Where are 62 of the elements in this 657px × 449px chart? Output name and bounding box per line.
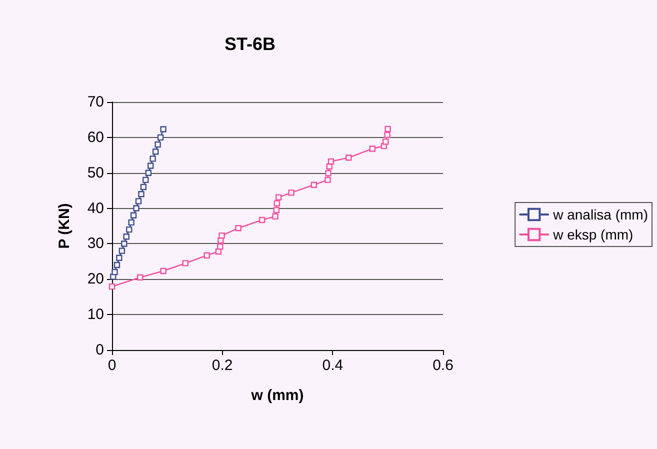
y-tick-label: 30 <box>87 235 104 252</box>
y-axis-title: P (KN) <box>56 203 73 249</box>
point <box>274 200 280 206</box>
point <box>112 268 118 276</box>
y-tick-label: 60 <box>87 128 104 146</box>
point <box>382 138 389 145</box>
point <box>135 198 142 204</box>
point <box>235 225 242 232</box>
point <box>217 243 224 250</box>
point <box>369 146 376 152</box>
point <box>204 252 210 259</box>
point <box>133 205 140 212</box>
legend-label: w analisa (mm) <box>552 206 648 222</box>
point <box>160 126 166 132</box>
point <box>114 262 120 268</box>
chart-title: ST-6B <box>224 34 276 54</box>
point <box>160 268 166 274</box>
y-tick-label: 20 <box>87 270 104 288</box>
point <box>126 226 132 233</box>
point <box>325 170 332 176</box>
point <box>288 190 294 196</box>
point <box>140 184 147 190</box>
legend-label: w eksp (mm) <box>552 226 634 242</box>
point <box>272 213 278 220</box>
point <box>384 132 390 138</box>
x-axis-title: w (mm) <box>250 387 304 404</box>
x-tick-label: 0.2 <box>212 357 233 374</box>
y-tick-label: 40 <box>87 200 104 217</box>
point <box>152 148 159 155</box>
point <box>310 182 318 188</box>
point <box>128 219 134 226</box>
point <box>142 176 149 184</box>
point <box>258 216 266 224</box>
point <box>157 134 164 141</box>
point <box>273 206 280 214</box>
x-tick-label: 0.6 <box>432 357 454 374</box>
y-tick-label: 0 <box>96 342 104 358</box>
point <box>116 254 122 261</box>
point <box>346 154 352 161</box>
point <box>324 176 331 184</box>
point <box>328 158 334 165</box>
point <box>108 283 116 290</box>
point <box>145 170 152 176</box>
point <box>123 234 130 240</box>
point <box>130 212 137 218</box>
x-tick-label: 0.4 <box>322 357 344 374</box>
point <box>182 260 188 266</box>
point <box>121 240 128 247</box>
point <box>154 141 161 148</box>
point <box>137 274 144 280</box>
point <box>218 232 225 239</box>
point <box>384 126 391 132</box>
point <box>138 191 144 198</box>
point <box>276 194 282 200</box>
point <box>150 156 156 162</box>
point <box>118 248 126 254</box>
y-tick-label: 10 <box>87 306 104 324</box>
x-tick-label: 0 <box>108 357 116 374</box>
point <box>218 237 224 244</box>
y-tick-label: 50 <box>87 164 104 182</box>
point <box>148 162 154 169</box>
y-tick-label: 70 <box>87 94 104 110</box>
